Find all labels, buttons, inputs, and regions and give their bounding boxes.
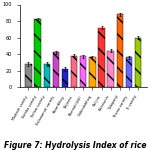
Bar	[117, 14, 123, 87]
Bar	[89, 57, 96, 87]
Text: Figure 7: Hydrolysis Index of rice: Figure 7: Hydrolysis Index of rice	[4, 141, 146, 150]
Bar	[53, 52, 59, 87]
Bar	[98, 28, 105, 87]
Bar	[44, 64, 50, 87]
Bar	[25, 64, 32, 87]
Bar	[80, 57, 86, 87]
Bar	[62, 69, 68, 87]
Bar	[107, 51, 114, 87]
Bar	[135, 38, 141, 87]
Bar	[71, 56, 77, 87]
Bar	[126, 57, 132, 87]
Bar	[34, 19, 41, 87]
